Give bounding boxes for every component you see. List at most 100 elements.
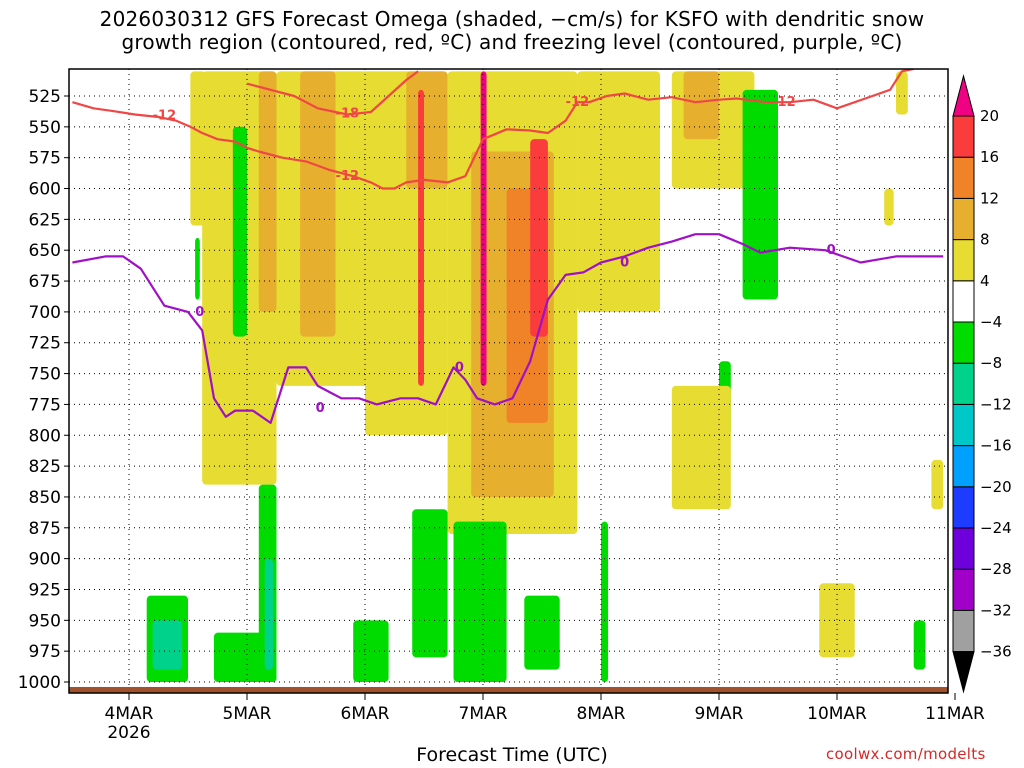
x-tick-year: 2026 <box>107 723 150 743</box>
y-tick-label: 825 <box>29 457 61 477</box>
colorbar-label: 16 <box>980 148 999 166</box>
colorbar-label: −24 <box>980 519 1012 537</box>
y-tick-label: 925 <box>29 580 61 600</box>
omega-shading <box>146 71 944 682</box>
dgz-contour-line <box>72 69 914 190</box>
colorbar-label: −16 <box>980 437 1012 455</box>
chart-title: 2026030312 GFS Forecast Omega (shaded, −… <box>0 8 1024 54</box>
x-axis-title: Forecast Time (UTC) <box>416 744 608 766</box>
colorbar-swatch <box>952 239 975 282</box>
omega-region <box>480 71 487 386</box>
colorbar-label: −36 <box>980 643 1012 661</box>
y-tick-label: 1000 <box>18 673 61 693</box>
omega-region <box>931 459 944 510</box>
x-tick-label: 6MAR <box>341 704 390 724</box>
omega-region <box>524 595 560 670</box>
colorbar-label: 4 <box>980 272 990 290</box>
colorbar-swatch <box>952 362 975 405</box>
omega-region <box>418 89 424 386</box>
colorbar-label: −32 <box>980 601 1012 619</box>
omega-region <box>683 71 719 140</box>
colorbar-swatch <box>952 115 975 158</box>
y-tick-label: 675 <box>29 272 61 292</box>
omega-region <box>577 71 660 312</box>
omega-region <box>353 620 389 682</box>
omega-region <box>913 620 926 670</box>
x-tick-label: 7MAR <box>459 704 508 724</box>
freezing-level-label: 0 <box>620 256 629 271</box>
omega-region <box>152 620 183 670</box>
omega-region <box>195 237 200 300</box>
y-tick-label: 775 <box>29 395 61 415</box>
dgz-contour-label: -12 <box>336 169 360 184</box>
colorbar-swatch <box>952 321 975 364</box>
omega-region <box>412 509 448 658</box>
x-tick-label: 4MAR <box>105 704 154 724</box>
credit-link[interactable]: coolwx.com/modelts <box>826 745 986 763</box>
y-tick-label: 625 <box>29 210 61 230</box>
y-tick-label: 575 <box>29 149 61 169</box>
y-tick-label: 725 <box>29 334 61 354</box>
omega-region <box>453 521 507 682</box>
y-tick-label: 750 <box>29 365 61 385</box>
omega-region <box>742 89 778 300</box>
y-tick-label: 975 <box>29 642 61 662</box>
colorbar-swatch <box>952 568 975 611</box>
colorbar: −36 −32 −28 −24 −20 −16 −12 −8 −4 4 8 12 16 20 <box>952 74 1012 694</box>
omega-region <box>264 558 273 670</box>
contour-lines: -12 -12 -12 -12 -18 0 0 0 0 0 <box>72 69 944 424</box>
freezing-level-label: 0 <box>455 360 464 375</box>
x-tick-label: 10MAR <box>807 704 867 724</box>
omega-region <box>601 521 609 682</box>
colorbar-swatch <box>952 486 975 529</box>
colorbar-label: 20 <box>980 107 999 125</box>
colorbar-label: −8 <box>980 354 1002 372</box>
colorbar-swatch <box>952 445 975 488</box>
x-tick-label: 11MAR <box>925 704 985 724</box>
colorbar-swatch <box>952 156 975 199</box>
colorbar-label: 12 <box>980 189 999 207</box>
plot-frame <box>68 68 949 694</box>
colorbar-label: −28 <box>980 560 1012 578</box>
dgz-contour-line <box>246 70 419 116</box>
x-tick-label: 8MAR <box>577 704 626 724</box>
colorbar-swatch <box>952 280 975 323</box>
y-tick-label: 600 <box>29 180 61 200</box>
colorbar-swatch <box>952 403 975 447</box>
omega-region <box>300 71 336 337</box>
dgz-contour-label: -18 <box>336 106 360 121</box>
colorbar-swatch <box>952 609 975 653</box>
omega-region <box>819 583 855 658</box>
freezing-level-label: 0 <box>827 243 836 258</box>
x-tick-label: 5MAR <box>223 704 272 724</box>
colorbar-label: 8 <box>980 231 990 249</box>
omega-region <box>258 71 277 312</box>
freezing-level-label: 0 <box>316 401 325 416</box>
colorbar-label: −20 <box>980 478 1012 496</box>
omega-region <box>232 126 247 337</box>
colorbar-label: −12 <box>980 395 1012 413</box>
y-tick-label: 950 <box>29 611 61 631</box>
omega-region <box>406 71 448 189</box>
chart-title-line-1: 2026030312 GFS Forecast Omega (shaded, −… <box>99 7 925 31</box>
y-tick-label: 875 <box>29 519 61 539</box>
y-tick-label: 525 <box>29 87 61 107</box>
ground-strip <box>69 687 948 693</box>
colorbar-swatch <box>952 74 975 117</box>
colorbar-swatch <box>952 527 975 570</box>
colorbar-swatch <box>952 651 975 694</box>
y-tick-label: 800 <box>29 426 61 446</box>
chart-title-line-2: growth region (contoured, red, ºC) and f… <box>121 30 903 54</box>
omega-region <box>896 71 908 115</box>
omega-region <box>190 71 206 226</box>
y-tick-label: 700 <box>29 303 61 323</box>
y-tick-label: 900 <box>29 550 61 570</box>
gridlines <box>69 69 948 690</box>
dgz-contour-label: -12 <box>772 95 796 110</box>
y-tick-label: 850 <box>29 488 61 508</box>
y-axis: 525 550 575 600 625 650 675 700 725 750 775 800 825 8… <box>18 87 69 693</box>
dgz-contour-label: -12 <box>153 109 177 124</box>
x-tick-label: 9MAR <box>695 704 744 724</box>
